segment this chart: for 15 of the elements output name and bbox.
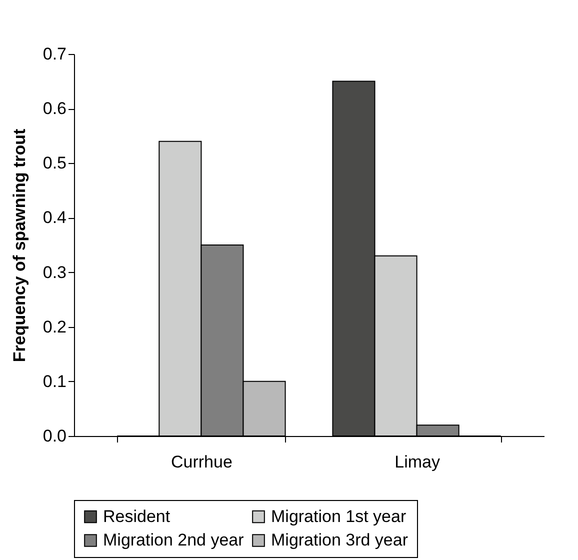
y-tick-label: 0.6	[42, 99, 66, 118]
y-tick-label: 0.4	[42, 208, 66, 228]
y-tick-label: 0.7	[42, 44, 66, 64]
y-tick-label: 0.1	[42, 372, 66, 391]
y-tick-label: 0.2	[42, 317, 66, 336]
y-tick-label: 0.0	[42, 426, 66, 446]
x-tick-label: Currhue	[170, 452, 232, 472]
y-axis-title: Frequency of spawning trout	[10, 128, 29, 362]
y-tick-label: 0.3	[42, 262, 66, 282]
legend-label: Migration 1st year	[271, 506, 406, 526]
legend-label: Migration 3rd year	[271, 530, 408, 550]
x-tick-label: Limay	[394, 452, 440, 472]
y-tick-label: 0.5	[42, 154, 66, 173]
legend-label: Resident	[103, 506, 170, 526]
legend-label: Migration 2nd year	[103, 530, 244, 550]
